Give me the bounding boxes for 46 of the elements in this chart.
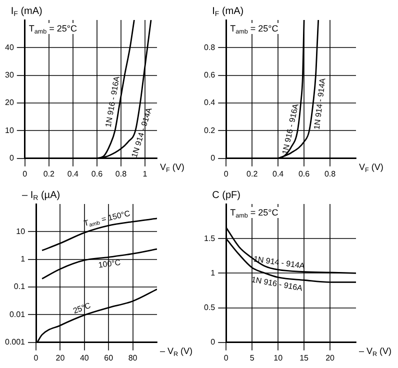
y-tick-label: 20: [4, 98, 14, 108]
x-tick-label: 0.2: [43, 169, 56, 178]
y-tick-label: 0.1: [14, 282, 26, 292]
y-tick-label: 0.6: [204, 70, 216, 80]
y-tick-label: 1: [20, 254, 26, 264]
y-tick-label: 1.5: [204, 234, 216, 243]
x-tick-label: 0: [34, 353, 39, 362]
x-tick-label: 0.6: [298, 169, 310, 178]
x-tick-label: 1: [142, 169, 148, 178]
text: 25°C: [72, 300, 92, 316]
text: 1N 914 - 914A: [312, 77, 328, 130]
y-tick-label: 10: [16, 226, 26, 236]
x-tick-label: 0.6: [91, 169, 104, 178]
x-tick-label: 0.8: [324, 169, 336, 178]
x-tick-label: 5: [250, 353, 255, 362]
y-tick-label: 0.001: [4, 338, 26, 347]
x-tick-label: 20: [326, 353, 336, 362]
x-tick-label: 0: [224, 353, 229, 362]
x-tick-label: 10: [274, 353, 284, 362]
y-tick-label: 30: [4, 70, 14, 80]
x-tick-label: 80: [128, 353, 138, 362]
x-tick-label: 0: [224, 169, 229, 178]
y-tick-label: 0: [210, 338, 216, 347]
text: 100°C: [98, 258, 122, 270]
text: 1N 914 - 914A: [130, 106, 154, 159]
y-tick-label: 1: [210, 268, 216, 278]
text: 1N 916 - 916A: [104, 75, 122, 128]
y-tick-label: 0.8: [204, 42, 216, 52]
y-axis-title: C (pF): [212, 190, 240, 201]
x-tick-label: 15: [300, 353, 310, 362]
y-tick-label: 0: [9, 154, 14, 163]
y-tick-label: 0.5: [204, 303, 216, 312]
x-tick-label: 60: [104, 353, 114, 362]
y-tick-label: 0: [210, 154, 216, 163]
y-tick-label: 0.01: [9, 310, 26, 319]
y-tick-label: 40: [4, 42, 14, 52]
y-tick-label: 0.4: [204, 98, 216, 108]
x-tick-label: 40: [80, 353, 90, 362]
text: 1N 916 - 916A: [250, 275, 304, 294]
x-tick-label: 20: [56, 353, 66, 362]
y-tick-label: 0.2: [204, 126, 216, 135]
x-tick-label: 0.8: [115, 169, 128, 178]
x-tick-label: 0.4: [272, 169, 284, 178]
y-tick-label: 10: [4, 126, 14, 135]
x-tick-label: 0.2: [246, 169, 258, 178]
x-tick-label: 0.4: [67, 169, 80, 178]
